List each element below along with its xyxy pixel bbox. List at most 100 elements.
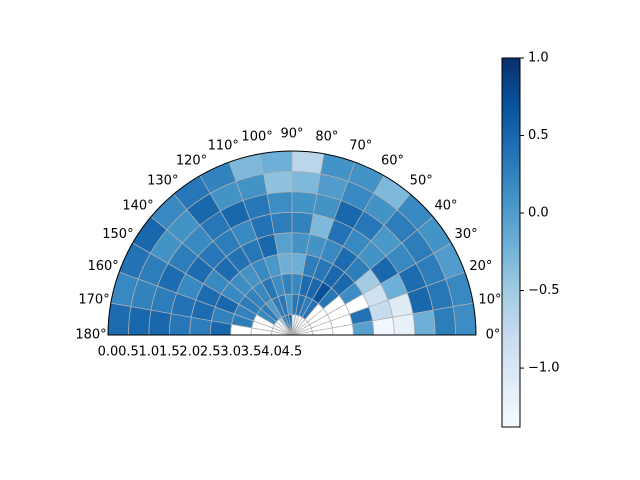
heatmap-cell (295, 294, 306, 316)
heatmap-cell (239, 264, 262, 289)
heatmap-cell (186, 193, 221, 226)
heatmap-cell (338, 282, 363, 305)
heatmap-cell (302, 299, 319, 320)
heatmap-cell (362, 283, 389, 308)
theta-tick-label: 10° (478, 293, 501, 308)
heatmap-cell (432, 306, 456, 335)
theta-gridline (291, 175, 385, 336)
heatmap-cell (292, 191, 317, 215)
theta-gridline (291, 271, 466, 336)
heatmap-cell (298, 296, 313, 318)
colorbar-tick-label: 1.0 (528, 51, 549, 66)
r-gridline (230, 273, 354, 336)
theta-tick-label: 120° (176, 153, 207, 168)
heatmap-cell (267, 191, 292, 215)
theta-gridline (150, 216, 293, 336)
heatmap-cell (445, 272, 474, 307)
theta-tick-label: 160° (87, 259, 118, 274)
colorbar-tick-label: 0.0 (528, 206, 549, 221)
heatmap-cell (236, 173, 268, 201)
theta-tick-labels: 0° 10° 20° 30° 40°50° 60° 70° 80° 90° 100°110°120… (75, 127, 501, 343)
heatmap-cell (198, 241, 227, 270)
heatmap-cell (189, 317, 212, 335)
r-tick-labels: 4.54.03.53.02.52.01.51.00.50.0 (98, 345, 303, 360)
theta-gridline (173, 193, 293, 336)
heatmap-cells (108, 151, 476, 335)
colorbar-tick-label: −1.0 (528, 361, 560, 376)
heatmap-cell (157, 263, 186, 294)
r-tick-label: 1.0 (139, 345, 160, 360)
heatmap-cell (332, 246, 358, 273)
heatmap-cell (388, 293, 413, 318)
heatmap-cell (412, 310, 436, 335)
heatmap-cell (401, 229, 434, 264)
heatmap-cell (119, 243, 151, 280)
heatmap-cell (344, 256, 371, 283)
heatmap-cell (166, 209, 201, 244)
theta-tick-label: 180° (75, 328, 106, 343)
theta-tick-label: 20° (469, 259, 492, 274)
theta-tick-label: 170° (78, 293, 109, 308)
heatmap-cell (433, 243, 465, 280)
heatmap-cell (243, 194, 271, 220)
heatmap-cell (383, 209, 418, 244)
heatmap-cell (221, 282, 246, 305)
heatmap-cell (261, 277, 279, 300)
r-tick-label: 2.0 (179, 345, 200, 360)
r-gridline (250, 293, 334, 336)
heatmap-cell (320, 153, 355, 182)
r-tick-label: 2.5 (200, 345, 221, 360)
heatmap-cell (151, 194, 187, 230)
heatmap-cell (292, 253, 307, 275)
theta-tick-label: 0° (486, 328, 501, 343)
heatmap-cell (354, 269, 381, 295)
colorbar: 1.0 0.5 0.0 −0.5 −1.0 (501, 51, 560, 428)
heatmap-cell (312, 281, 332, 304)
r-tick-label: 3.0 (220, 345, 241, 360)
heatmap-cell (349, 307, 373, 325)
heatmap-cell (220, 200, 251, 229)
heatmap-cell (318, 288, 339, 309)
theta-gridline (259, 153, 293, 336)
theta-tick-label: 70° (349, 139, 372, 154)
heatmap-cell (229, 272, 253, 296)
r-gridline (209, 252, 375, 336)
heatmap-cell (352, 320, 374, 335)
theta-gridline (291, 161, 356, 336)
colorbar-tick-label: 0.5 (528, 128, 549, 143)
heatmap-cell (210, 320, 232, 335)
heatmap-cell (305, 277, 323, 300)
heatmap-cell (132, 216, 167, 254)
r-tick-label: 0.5 (118, 345, 139, 360)
heatmap-cell (260, 303, 279, 322)
heatmap-cell (302, 254, 320, 278)
heatmap-cell (347, 162, 384, 194)
heatmap-cell (397, 194, 433, 230)
r-tick-label: 1.5 (159, 345, 180, 360)
theta-tick-label: 100° (241, 130, 272, 145)
theta-gridline (291, 193, 411, 336)
heatmap-cell (108, 303, 131, 335)
heatmap-cell (213, 256, 240, 283)
heatmap-cell (357, 241, 386, 270)
heatmap-cell (128, 306, 152, 335)
heatmap-cell (203, 269, 230, 295)
heatmap-cell (264, 254, 282, 278)
heatmap-cell (271, 274, 285, 297)
heatmap-cell (313, 194, 341, 220)
heatmap-cell (292, 212, 314, 235)
colorbar-bar (501, 57, 521, 428)
heatmap-cell (245, 288, 266, 309)
heatmap-cell (284, 294, 292, 315)
heatmap-cell (250, 214, 275, 239)
heatmap-cell (150, 229, 183, 264)
heatmap-cell (151, 286, 177, 314)
r-tick-label: 3.5 (241, 345, 262, 360)
heatmap-cell (240, 238, 265, 265)
theta-tick-label: 40° (434, 198, 457, 213)
theta-gridline (118, 271, 293, 336)
heatmap-cell (238, 295, 261, 315)
theta-tick-label: 140° (122, 198, 153, 213)
theta-gridline (291, 216, 434, 336)
